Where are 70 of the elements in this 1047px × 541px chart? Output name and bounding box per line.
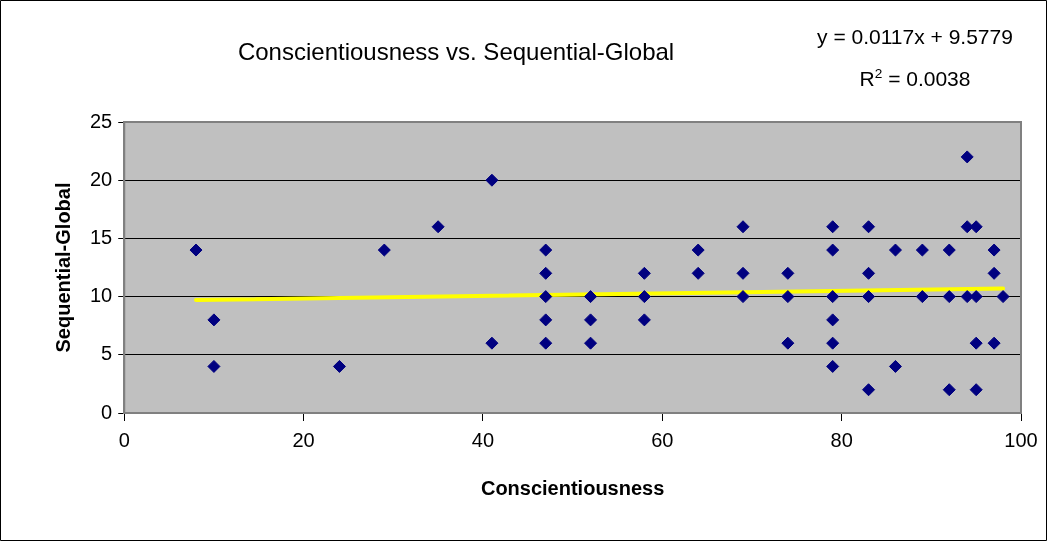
- point: [332, 359, 346, 373]
- point: [637, 290, 651, 304]
- point: [987, 243, 1001, 257]
- point: [915, 290, 929, 304]
- x-tick-label: 20: [292, 428, 315, 451]
- point: [207, 359, 221, 373]
- point: [862, 266, 876, 280]
- point: [987, 336, 1001, 350]
- point: [736, 266, 750, 280]
- point: [960, 290, 974, 304]
- x-tick-label: 40: [471, 428, 495, 451]
- point: [826, 290, 840, 304]
- x-tick-label: 80: [830, 428, 853, 451]
- point: [942, 290, 956, 304]
- point: [736, 220, 750, 234]
- y-tick-label: 20: [90, 167, 113, 190]
- point: [207, 313, 221, 327]
- point: [987, 266, 1001, 280]
- point: [942, 243, 956, 257]
- x-tick-label: 0: [118, 428, 130, 451]
- point: [781, 336, 795, 350]
- chart-title: Conscientiousness vs. Sequential-Global: [237, 38, 675, 65]
- point: [942, 383, 956, 397]
- point: [826, 220, 840, 234]
- point: [915, 243, 929, 257]
- point: [826, 359, 840, 373]
- point: [781, 290, 795, 304]
- point: [826, 336, 840, 350]
- point: [584, 336, 598, 350]
- point: [736, 290, 750, 304]
- point: [826, 243, 840, 257]
- point: [862, 290, 876, 304]
- point: [969, 336, 983, 350]
- x-axis-title: Conscientiousness: [480, 476, 665, 499]
- y-tick-label: 0: [101, 400, 113, 423]
- point: [969, 383, 983, 397]
- point: [584, 313, 598, 327]
- y-tick-label: 10: [90, 284, 113, 307]
- point: [431, 220, 445, 234]
- point: [969, 290, 983, 304]
- point: [691, 266, 705, 280]
- point: [539, 313, 553, 327]
- text: y = 0.0117x + 9.5779: [817, 25, 1013, 48]
- point: [189, 243, 203, 257]
- point: [539, 290, 553, 304]
- x-tick-label: 60: [651, 428, 674, 451]
- point: [691, 243, 705, 257]
- y-axis-title: Sequential-Global: [51, 182, 74, 353]
- point: [539, 266, 553, 280]
- point: [969, 220, 983, 234]
- point: [637, 313, 651, 327]
- x-tick-label: 100: [1004, 428, 1038, 451]
- point: [888, 359, 902, 373]
- point: [862, 220, 876, 234]
- point: [539, 243, 553, 257]
- y-tick-label: 15: [90, 225, 113, 248]
- point: [888, 243, 902, 257]
- point: [584, 290, 598, 304]
- point: [377, 243, 391, 257]
- point: [637, 266, 651, 280]
- point: [485, 336, 499, 350]
- point: [485, 173, 499, 187]
- point: [862, 383, 876, 397]
- point: [781, 266, 795, 280]
- y-tick-label: 5: [101, 342, 113, 365]
- point: [996, 290, 1010, 304]
- y-tick-label: 25: [90, 109, 113, 132]
- point: [539, 336, 553, 350]
- point: [826, 313, 840, 327]
- point: [960, 150, 974, 164]
